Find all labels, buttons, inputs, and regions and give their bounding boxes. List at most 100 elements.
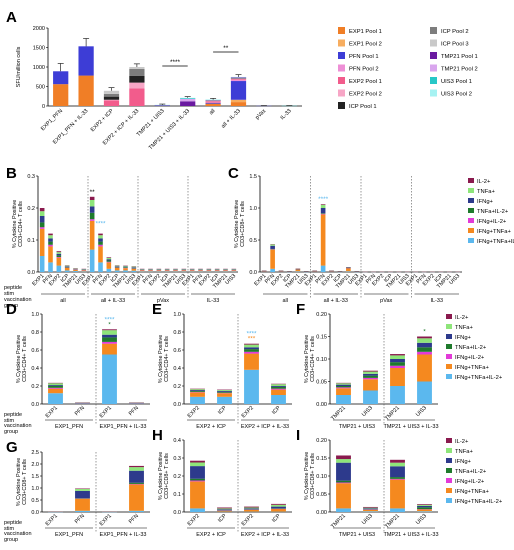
legend-label: UIS3 Pool 1 bbox=[441, 79, 472, 85]
bar-segment bbox=[217, 393, 232, 397]
legend-swatch bbox=[446, 458, 452, 463]
bar-segment bbox=[270, 249, 275, 269]
panel-label: H bbox=[152, 427, 163, 444]
y-tick-label: 0.0 bbox=[173, 402, 181, 408]
bar-segment bbox=[346, 271, 351, 272]
bar-segment bbox=[363, 506, 378, 508]
bar-segment bbox=[75, 490, 90, 499]
bar-segment bbox=[190, 478, 205, 481]
bar-segment bbox=[417, 347, 432, 352]
bar-segment bbox=[48, 235, 53, 239]
legend-label: IFNg+ bbox=[477, 199, 494, 205]
bar-segment bbox=[320, 213, 326, 214]
bar-segment bbox=[123, 267, 128, 268]
legend-swatch bbox=[446, 438, 452, 443]
bar-segment bbox=[181, 270, 187, 272]
x-tick-label: ICP bbox=[160, 273, 171, 284]
bar-segment bbox=[56, 257, 62, 266]
x-tick-label: all + IL-33 bbox=[220, 108, 241, 129]
group-label: EXP1_PFN + IL-33 bbox=[100, 424, 147, 430]
x-tick-label: EXP1 bbox=[99, 405, 113, 419]
bar-segment bbox=[189, 270, 195, 272]
legend-swatch bbox=[446, 354, 452, 359]
bar-segment bbox=[271, 508, 286, 512]
bar-segment bbox=[417, 509, 432, 512]
bar-segment bbox=[131, 270, 137, 272]
y-tick-label: 0.00 bbox=[316, 510, 327, 516]
x-tick-label: ICP bbox=[271, 513, 282, 524]
panel-B: 0.0 0.1 0.2 0.3 % Cytokine PositiveCD3+CD4+ … bbox=[4, 165, 238, 309]
bar-segment bbox=[214, 271, 220, 272]
bar-segment bbox=[230, 102, 247, 106]
row-label-vaccination: vaccination group bbox=[4, 297, 32, 309]
group-label: EXP2 + ICP + IL-33 bbox=[241, 424, 289, 430]
x-tick-label: EXP2 bbox=[241, 405, 255, 419]
bar-segment bbox=[114, 270, 120, 272]
bar-segment bbox=[390, 508, 405, 512]
bar-segment bbox=[244, 351, 259, 354]
legend-label: IL-2+ bbox=[455, 315, 469, 321]
bar-segment bbox=[230, 79, 247, 82]
y-axis-title: % Cytokine PositiveCD3+CD8+ T cells bbox=[234, 200, 246, 249]
group-label: TMP21 + UIS3 + IL-33 bbox=[383, 532, 438, 538]
bar-segment bbox=[217, 390, 232, 392]
legend-label: TMP21 Pool 2 bbox=[441, 67, 478, 73]
bar-segment bbox=[48, 241, 53, 245]
y-tick-label: 0.6 bbox=[173, 348, 181, 354]
bar-segment bbox=[417, 505, 432, 508]
bar-segment bbox=[89, 206, 95, 213]
bar-segment bbox=[114, 266, 120, 268]
bar-segment bbox=[390, 354, 405, 356]
bar-segment bbox=[336, 384, 351, 386]
group-label: EXP1_PFN bbox=[55, 532, 83, 538]
x-tick-label: pVax bbox=[254, 108, 267, 121]
bar-segment bbox=[89, 196, 95, 200]
bar-segment bbox=[89, 249, 95, 272]
bar-segment bbox=[102, 334, 117, 338]
bar-segment bbox=[363, 375, 378, 378]
bar-segment bbox=[114, 266, 120, 267]
y-tick-label: 1500 bbox=[33, 46, 45, 52]
x-tick-label: EXP2 bbox=[187, 405, 201, 419]
y-tick-label: 1.5 bbox=[249, 174, 257, 180]
bar-segment bbox=[244, 353, 259, 370]
legend-label: ICP Pool 3 bbox=[441, 42, 469, 48]
x-tick-label: PFN bbox=[74, 513, 86, 525]
bar-segment bbox=[106, 268, 112, 272]
legend-label: ICP Pool 2 bbox=[441, 29, 469, 35]
legend-label: IFNg+TNFa+IL-2+ bbox=[455, 375, 503, 381]
bar-segment bbox=[48, 388, 63, 394]
bar-segment bbox=[417, 351, 432, 355]
bar-segment bbox=[217, 390, 232, 391]
bar-segment bbox=[363, 507, 378, 509]
legend-swatch bbox=[446, 334, 452, 339]
legend-label: EXP1 Pool 2 bbox=[349, 42, 382, 48]
y-tick-label: 0.3 bbox=[173, 456, 181, 462]
legend-swatch bbox=[446, 468, 452, 473]
legend-swatch bbox=[338, 89, 345, 97]
group-label: all + IL-33 bbox=[324, 298, 348, 304]
bar-segment bbox=[39, 211, 45, 216]
legend-label: IFNg+ bbox=[455, 335, 472, 341]
bar-segment bbox=[129, 88, 145, 106]
bar-segment bbox=[390, 386, 405, 404]
bar-segment bbox=[56, 253, 62, 256]
bar-segment bbox=[363, 371, 378, 374]
bar-segment bbox=[363, 390, 378, 404]
y-tick-label: 0.2 bbox=[173, 384, 181, 390]
bar-segment bbox=[106, 259, 112, 261]
bar-segment bbox=[271, 388, 286, 390]
bar-segment bbox=[336, 386, 351, 388]
bar-segment bbox=[75, 510, 90, 512]
bar-segment bbox=[129, 68, 145, 76]
y-tick-label: 0.2 bbox=[31, 384, 39, 390]
bar-segment bbox=[48, 385, 63, 386]
bar-segment bbox=[81, 271, 87, 272]
panel-label: F bbox=[296, 301, 305, 318]
significance-marker: * bbox=[108, 321, 111, 328]
y-tick-label: 0.8 bbox=[31, 330, 39, 336]
bar-segment bbox=[89, 200, 95, 207]
x-tick-label: TMP21 bbox=[384, 405, 401, 422]
bar-segment bbox=[103, 96, 120, 100]
bar-segment bbox=[48, 246, 53, 263]
